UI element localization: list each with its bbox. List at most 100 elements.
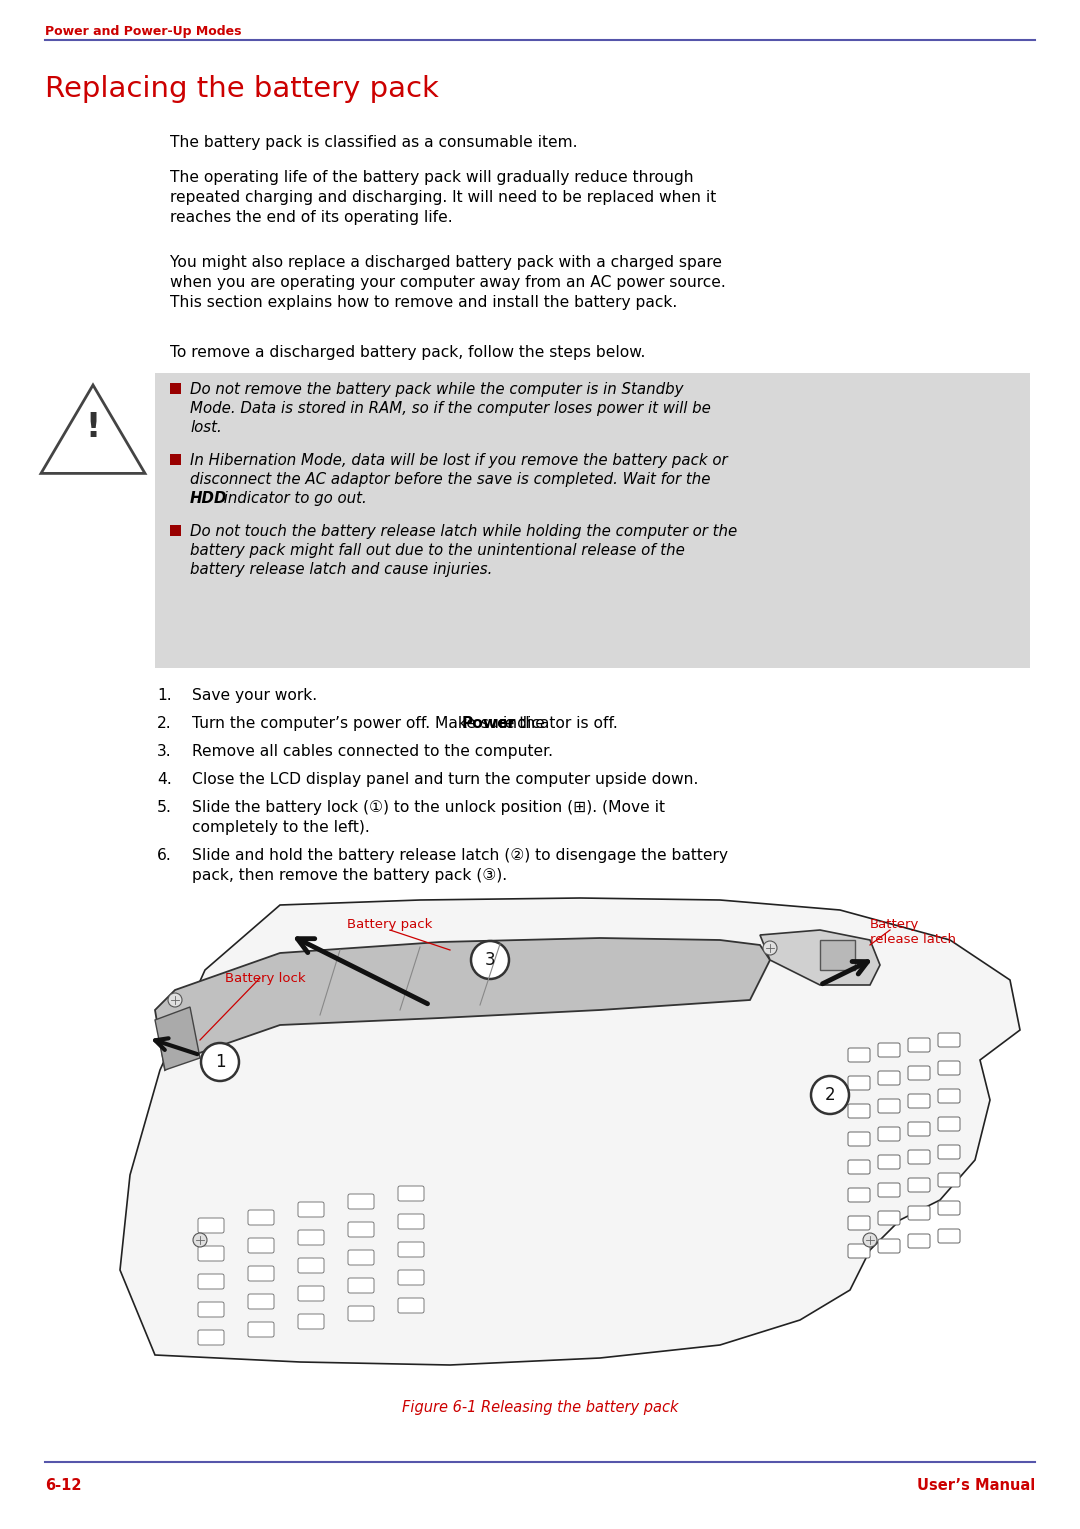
FancyBboxPatch shape <box>348 1306 374 1321</box>
Text: disconnect the AC adaptor before the save is completed. Wait for the: disconnect the AC adaptor before the sav… <box>190 472 711 488</box>
FancyBboxPatch shape <box>198 1246 224 1261</box>
FancyBboxPatch shape <box>248 1238 274 1252</box>
Bar <box>170 382 181 394</box>
FancyBboxPatch shape <box>908 1150 930 1164</box>
Text: The battery pack is classified as a consumable item.: The battery pack is classified as a cons… <box>170 135 578 150</box>
Text: 4.: 4. <box>157 772 172 787</box>
Text: Close the LCD display panel and turn the computer upside down.: Close the LCD display panel and turn the… <box>192 772 699 787</box>
Circle shape <box>863 1232 877 1248</box>
Text: repeated charging and discharging. It will need to be replaced when it: repeated charging and discharging. It wi… <box>170 190 716 205</box>
Bar <box>170 454 181 465</box>
Text: 6.: 6. <box>157 849 172 862</box>
FancyBboxPatch shape <box>908 1038 930 1052</box>
Text: Do not touch the battery release latch while holding the computer or the: Do not touch the battery release latch w… <box>190 524 738 540</box>
Polygon shape <box>156 1008 200 1070</box>
Bar <box>820 940 855 969</box>
Text: Slide the battery lock (①) to the unlock position (⊞). (Move it: Slide the battery lock (①) to the unlock… <box>192 800 665 815</box>
FancyBboxPatch shape <box>399 1271 424 1284</box>
Text: 1.: 1. <box>157 688 172 703</box>
Text: reaches the end of its operating life.: reaches the end of its operating life. <box>170 209 453 225</box>
Text: User’s Manual: User’s Manual <box>917 1479 1035 1492</box>
Text: Save your work.: Save your work. <box>192 688 318 703</box>
Polygon shape <box>760 930 880 985</box>
Circle shape <box>471 940 509 979</box>
Text: Turn the computer’s power off. Make sure the: Turn the computer’s power off. Make sure… <box>192 716 550 731</box>
FancyBboxPatch shape <box>198 1274 224 1289</box>
Text: Power: Power <box>462 716 516 731</box>
FancyBboxPatch shape <box>399 1214 424 1229</box>
Bar <box>170 524 181 537</box>
Text: Battery pack: Battery pack <box>348 917 433 931</box>
Circle shape <box>193 1232 207 1248</box>
FancyBboxPatch shape <box>198 1330 224 1346</box>
FancyBboxPatch shape <box>348 1222 374 1237</box>
Text: Figure 6-1 Releasing the battery pack: Figure 6-1 Releasing the battery pack <box>402 1401 678 1414</box>
FancyBboxPatch shape <box>298 1202 324 1217</box>
FancyBboxPatch shape <box>248 1294 274 1309</box>
Text: In Hibernation Mode, data will be lost if you remove the battery pack or: In Hibernation Mode, data will be lost i… <box>190 453 728 468</box>
Text: The operating life of the battery pack will gradually reduce through: The operating life of the battery pack w… <box>170 170 693 185</box>
FancyBboxPatch shape <box>848 1076 870 1090</box>
Text: indicator is off.: indicator is off. <box>498 716 618 731</box>
FancyBboxPatch shape <box>848 1216 870 1229</box>
FancyBboxPatch shape <box>248 1209 274 1225</box>
Text: battery release latch and cause injuries.: battery release latch and cause injuries… <box>190 563 492 576</box>
Text: Battery
release latch: Battery release latch <box>870 917 956 946</box>
FancyBboxPatch shape <box>939 1229 960 1243</box>
FancyBboxPatch shape <box>878 1099 900 1113</box>
Circle shape <box>201 1043 239 1081</box>
Text: !: ! <box>85 411 100 443</box>
Polygon shape <box>156 937 770 1070</box>
Text: lost.: lost. <box>190 420 221 434</box>
FancyBboxPatch shape <box>399 1187 424 1200</box>
Text: battery pack might fall out due to the unintentional release of the: battery pack might fall out due to the u… <box>190 543 685 558</box>
Text: Slide and hold the battery release latch (②) to disengage the battery: Slide and hold the battery release latch… <box>192 849 728 862</box>
Circle shape <box>811 1076 849 1115</box>
FancyBboxPatch shape <box>939 1200 960 1216</box>
Text: This section explains how to remove and install the battery pack.: This section explains how to remove and … <box>170 295 677 310</box>
Text: when you are operating your computer away from an AC power source.: when you are operating your computer awa… <box>170 275 726 291</box>
FancyBboxPatch shape <box>348 1194 374 1209</box>
FancyBboxPatch shape <box>348 1278 374 1294</box>
FancyBboxPatch shape <box>908 1066 930 1079</box>
Circle shape <box>762 940 777 956</box>
FancyBboxPatch shape <box>298 1313 324 1329</box>
Text: Mode. Data is stored in RAM, so if the computer loses power it will be: Mode. Data is stored in RAM, so if the c… <box>190 401 711 416</box>
Text: 6-12: 6-12 <box>45 1479 81 1492</box>
FancyBboxPatch shape <box>248 1266 274 1281</box>
FancyBboxPatch shape <box>878 1154 900 1170</box>
FancyBboxPatch shape <box>908 1234 930 1248</box>
FancyBboxPatch shape <box>848 1104 870 1118</box>
Text: 1: 1 <box>215 1053 226 1070</box>
Text: To remove a discharged battery pack, follow the steps below.: To remove a discharged battery pack, fol… <box>170 346 646 359</box>
Text: Replacing the battery pack: Replacing the battery pack <box>45 75 438 102</box>
Text: 2.: 2. <box>157 716 172 731</box>
Text: 3: 3 <box>485 951 496 969</box>
FancyBboxPatch shape <box>908 1122 930 1136</box>
FancyBboxPatch shape <box>848 1161 870 1174</box>
FancyBboxPatch shape <box>848 1245 870 1258</box>
FancyBboxPatch shape <box>198 1219 224 1232</box>
FancyBboxPatch shape <box>939 1145 960 1159</box>
FancyBboxPatch shape <box>878 1043 900 1057</box>
FancyBboxPatch shape <box>908 1177 930 1193</box>
FancyBboxPatch shape <box>908 1206 930 1220</box>
FancyBboxPatch shape <box>198 1303 224 1316</box>
FancyBboxPatch shape <box>298 1258 324 1274</box>
Circle shape <box>168 992 183 1008</box>
FancyBboxPatch shape <box>939 1089 960 1102</box>
Text: You might also replace a discharged battery pack with a charged spare: You might also replace a discharged batt… <box>170 255 723 271</box>
FancyBboxPatch shape <box>399 1242 424 1257</box>
Text: 5.: 5. <box>157 800 172 815</box>
Polygon shape <box>41 385 145 474</box>
FancyBboxPatch shape <box>298 1286 324 1301</box>
Text: Battery lock: Battery lock <box>225 972 306 985</box>
FancyBboxPatch shape <box>848 1131 870 1147</box>
Text: HDD: HDD <box>190 491 228 506</box>
FancyBboxPatch shape <box>939 1118 960 1131</box>
FancyBboxPatch shape <box>878 1183 900 1197</box>
Text: Remove all cables connected to the computer.: Remove all cables connected to the compu… <box>192 745 553 758</box>
FancyBboxPatch shape <box>908 1095 930 1109</box>
Text: completely to the left).: completely to the left). <box>192 820 369 835</box>
Text: Power and Power-Up Modes: Power and Power-Up Modes <box>45 24 242 38</box>
